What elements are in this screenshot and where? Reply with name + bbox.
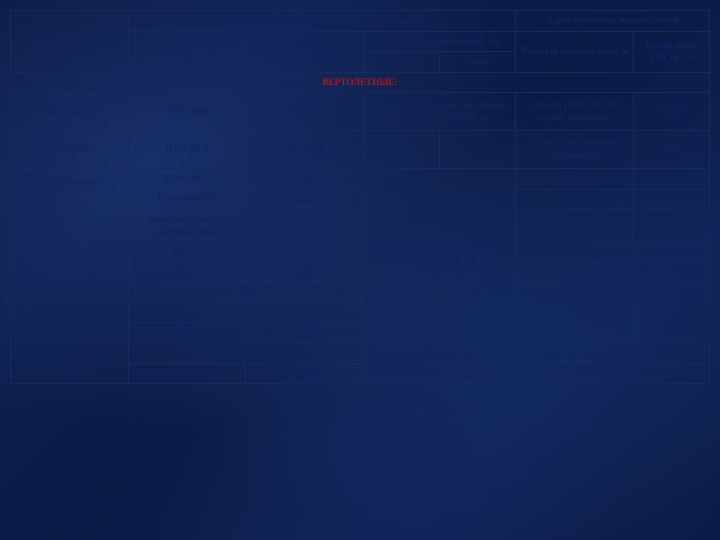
cell: Возможна смешан. заправка мин: xyxy=(128,210,246,242)
cell: - xyxy=(633,262,709,283)
cell: 600×40 xyxy=(516,189,634,210)
cell: 320 xyxy=(246,322,364,343)
cell: - xyxy=(516,262,634,283)
cell: - xyxy=(364,131,440,169)
cell: или xyxy=(128,283,363,302)
cell: Минирование осуществляется с малых высот… xyxy=(364,93,516,131)
cell: - xyxy=(516,210,634,242)
cell: ПТМ xyxy=(128,343,246,364)
cell: - xyxy=(440,131,516,169)
header-system: Система минирования xyxy=(11,11,129,73)
cell: MATS xyxy=(128,242,246,263)
cell: 640 xyxy=(246,262,364,283)
section-title: ВЕРТОЛЕТНЫЕ: xyxy=(11,72,710,93)
cell: 670 xyxy=(246,363,364,384)
cell: 100×2=200 xyxy=(246,131,364,169)
cell: 0,3 xyxy=(633,363,709,384)
cell: Авиационная MW-1 (ФРГ) xyxy=(11,343,129,384)
header-mines: Применяе- мые марки мин xyxy=(128,31,246,72)
cell: Полоса 500×50 (одной заправкой) xyxy=(516,131,634,169)
cell: 1,3 xyxy=(633,169,709,190)
cell: Минирование осуществляется с малых высот… xyxy=(364,169,516,343)
header-fields-group: Характеристики минных полей xyxy=(516,11,710,32)
header-main-group: Основные характеристики систем минирован… xyxy=(128,11,516,32)
cell: 1280 xyxy=(246,189,364,210)
cell: MAUS-1 xyxy=(128,262,246,283)
cell: DAT (Италия) xyxy=(11,169,129,343)
cell: 2500×500 (одной заправкой) xyxy=(516,343,634,384)
cell xyxy=(516,283,634,343)
cell: - xyxy=(633,242,709,263)
cell: MATS xyxy=(128,302,246,323)
header-cons: Расход мин в МП, шт./м xyxy=(633,31,709,72)
cell: 2 xyxy=(633,189,709,210)
cell: - xyxy=(633,210,709,242)
cell: 128 xyxy=(246,169,364,190)
cell: 0,4 xyxy=(633,343,709,364)
cell: 1,5-0,5 xyxy=(633,93,709,131)
table-row: M56 (США) ПТМ M56 80×2=160 Минирование о… xyxy=(11,93,710,131)
header-size: Размеры минного поля, м xyxy=(516,31,634,72)
cell: 0,4 xyxy=(633,131,709,169)
mining-systems-table: Система минирования Основные характерист… xyxy=(10,10,710,384)
header-kit: Состав одного боекомплекта, мин xyxy=(246,31,364,72)
cell: Полоса (150×320)×20 (одной заправкой) xyxy=(516,93,634,131)
header-range-min: Мин. xyxy=(364,52,440,73)
cell: ПТМ MATS xyxy=(128,169,246,190)
cell: ПТМ M56 xyxy=(128,93,246,131)
cell xyxy=(633,283,709,343)
cell: 896 xyxy=(246,343,364,364)
cell: MAUS xyxy=(128,322,246,343)
header-range: Дальность минирования, км xyxy=(364,31,516,52)
header-range-max: Макс. xyxy=(440,52,516,73)
cell: ППМ MAUS-1 xyxy=(128,189,246,210)
cell: 80×2=160 xyxy=(246,93,364,131)
cell: 96 xyxy=(246,302,364,323)
section-header: ВЕРТОЛЕТНЫЕ: xyxy=(11,72,710,93)
cell: - xyxy=(246,210,364,242)
table-row: DAT (Италия) ПТМ MATS 128 Минирование ос… xyxy=(11,169,710,190)
cell: - xyxy=(516,242,634,263)
table-row: Авиационная MW-1 (ФРГ) ПТМ 896 Минирован… xyxy=(11,343,710,364)
cell: ПТМ AT-2 xyxy=(128,131,246,169)
table-row: MSM (ФРГ) ПТМ AT-2 100×2=200 - - Полоса … xyxy=(11,131,710,169)
cell: M56 (США) xyxy=(11,93,129,131)
cell: ППМ (осколочн) xyxy=(128,363,246,384)
cell: 64 xyxy=(246,242,364,263)
cell: MSM (ФРГ) xyxy=(11,131,129,169)
cell: 100×40 xyxy=(516,169,634,190)
cell: Минирование осуществляется с малых высот… xyxy=(364,343,516,384)
